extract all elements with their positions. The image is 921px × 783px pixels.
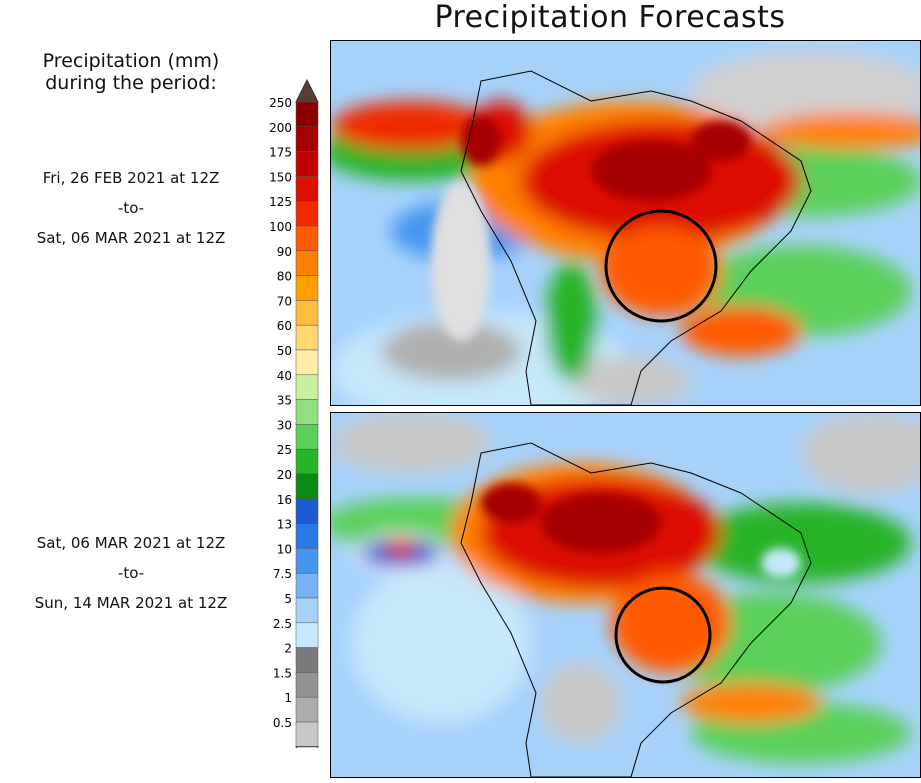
colorbar-tick-label: 25 [277,443,292,457]
highlight-circle [604,209,718,323]
colorbar-tick-label: 175 [269,146,292,160]
colorbar-tick-label: 0.5 [273,716,292,730]
map-panel-week-1 [330,40,921,406]
period-separator: -to- [117,199,145,217]
colorbar-tick-label: 1.5 [273,666,292,680]
colorbar-tick-label: 20 [277,468,292,482]
colorbar-segment [295,523,319,549]
colorbar-segment [295,498,319,524]
colorbar-tick-label: 70 [277,294,292,308]
colorbar-tick-label: 60 [277,319,292,333]
colorbar-segment [295,622,319,648]
colorbar-segment [295,424,319,450]
colorbar-segment [295,275,319,301]
colorbar-tick-label: 90 [277,245,292,259]
colorbar-segment [295,200,319,227]
colorbar-segment [295,696,319,723]
colorbar-tick-label: 150 [269,170,292,184]
map-panel-week-2 [330,412,921,778]
colorbar-title-line1: Precipitation (mm) [42,50,220,72]
colorbar-segment [295,101,319,128]
colorbar-tick-label: 2.5 [273,617,292,631]
colorbar-tick-label: 30 [277,418,292,432]
colorbar-segment [295,349,319,376]
period-label-week-2: Sat, 06 MAR 2021 at 12Z -to- Sun, 14 MAR… [0,528,262,618]
colorbar-segment [295,324,319,351]
colorbar: 2502001751501251009080706050403530252016… [269,78,319,748]
colorbar-tick-label: 100 [269,220,292,234]
colorbar-segment [295,473,319,500]
colorbar-tick-label: 5 [284,592,292,606]
period-end: Sun, 14 MAR 2021 at 12Z [34,594,228,612]
colorbar-tick-label: 1 [284,691,292,705]
colorbar-segment [295,250,319,276]
colorbar-tick-label: 200 [269,121,292,135]
colorbar-segment [295,225,319,252]
colorbar-tick-label: 80 [277,270,292,284]
colorbar-top-arrow [295,78,319,103]
colorbar-segment [295,176,319,202]
period-label-week-1: Fri, 26 FEB 2021 at 12Z -to- Sat, 06 MAR… [0,163,262,253]
colorbar-tick-label: 40 [277,369,292,383]
colorbar-segment [295,300,319,326]
colorbar-title: Precipitation (mm) during the period: [0,50,262,94]
colorbar-tick-label: 35 [277,394,292,408]
colorbar-segment [295,721,319,748]
colorbar-segment [295,672,319,698]
period-end: Sat, 06 MAR 2021 at 12Z [36,229,226,247]
colorbar-segment [295,572,319,599]
period-separator: -to- [117,564,145,582]
colorbar-tick-label: 125 [269,195,292,209]
colorbar-segment [295,151,319,177]
colorbar-segment [295,374,319,400]
highlight-circle [614,586,712,684]
colorbar-segment [295,399,319,425]
colorbar-segment [295,126,319,152]
colorbar-tick-label: 2 [284,642,292,656]
colorbar-title-line2: during the period: [45,72,217,94]
colorbar-segment [295,448,319,475]
colorbar-tick-label: 16 [277,493,292,507]
colorbar-tick-label: 250 [269,96,292,110]
colorbar-segment [295,647,319,673]
colorbar-segment [295,548,319,574]
period-start: Sat, 06 MAR 2021 at 12Z [36,534,226,552]
colorbar-tick-label: 13 [277,518,292,532]
colorbar-tick-label: 50 [277,344,292,358]
colorbar-segment [295,597,319,624]
colorbar-bottom-arrow [295,746,319,748]
figure-title: Precipitation Forecasts [434,0,786,35]
colorbar-tick-label: 10 [277,542,292,556]
colorbar-tick-label: 7.5 [273,567,292,581]
period-start: Fri, 26 FEB 2021 at 12Z [42,169,220,187]
